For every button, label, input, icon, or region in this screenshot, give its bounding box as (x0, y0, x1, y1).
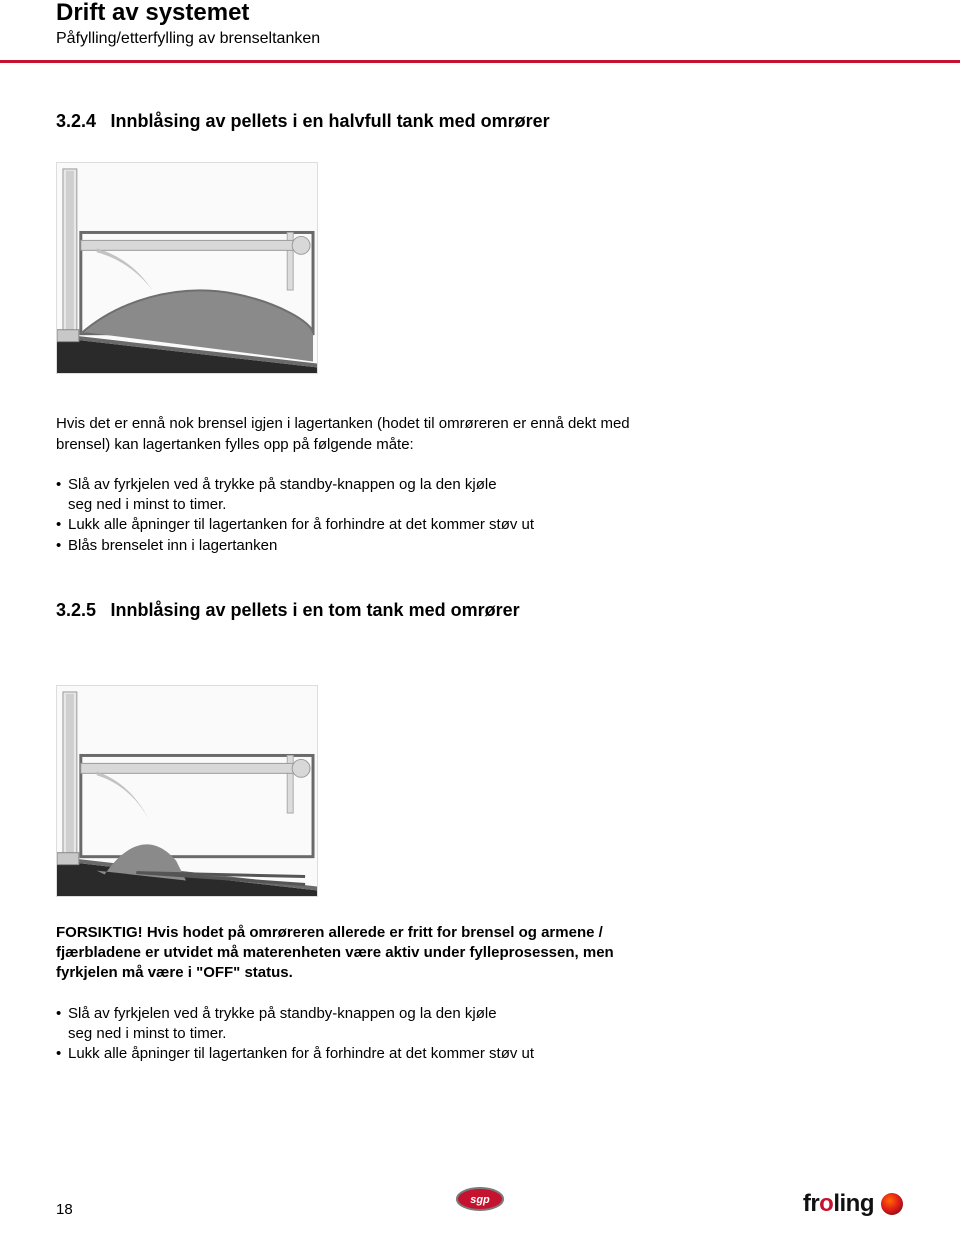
bullet-text: Blås brenselet inn i lagertanken (68, 536, 676, 556)
section-b-number: 3.2.5 (56, 600, 96, 621)
page-header: Drift av systemet Påfylling/etterfylling… (56, 0, 904, 48)
figure-a-svg (57, 163, 317, 373)
bullet-item: •Blås brenselet inn i lagertanken (56, 536, 676, 556)
page-footer: 18 sgp froling (0, 1190, 960, 1218)
section-b-bullets: •Slå av fyrkjelen ved å trykke på standb… (56, 1004, 676, 1065)
section-a-intro: Hvis det er ennå nok brensel igjen i lag… (56, 414, 676, 455)
bullet-cont: seg ned i minst to timer. (56, 1024, 676, 1044)
center-logo: sgp (456, 1185, 504, 1218)
bullet-item: •Slå av fyrkjelen ved å trykke på standb… (56, 475, 676, 495)
figure-b (56, 685, 318, 897)
bullet-item: •Slå av fyrkjelen ved å trykke på standb… (56, 1004, 676, 1024)
page: Drift av systemet Påfylling/etterfylling… (0, 0, 960, 1236)
bullet-text: Lukk alle åpninger til lagertanken for å… (68, 1044, 676, 1064)
section-b-title: Innblåsing av pellets i en tom tank med … (111, 600, 520, 620)
bullet-text: Lukk alle åpninger til lagertanken for å… (68, 515, 676, 535)
section-b-heading: 3.2.5 Innblåsing av pellets i en tom tan… (56, 600, 904, 621)
section-a-heading: 3.2.4 Innblåsing av pellets i en halvful… (56, 111, 904, 132)
flame-icon (880, 1192, 904, 1216)
section-a-number: 3.2.4 (56, 111, 96, 132)
bullet-item: •Lukk alle åpninger til lagertanken for … (56, 1044, 676, 1064)
bullet-cont: seg ned i minst to timer. (56, 495, 676, 515)
sgp-logo-icon: sgp (456, 1185, 504, 1213)
svg-text:sgp: sgp (470, 1194, 490, 1206)
section-b-warning: FORSIKTIG! Hvis hodet på omrøreren aller… (56, 923, 676, 984)
bullet-text: Slå av fyrkjelen ved å trykke på standby… (68, 1004, 676, 1024)
bullet-item: •Lukk alle åpninger til lagertanken for … (56, 515, 676, 535)
section-a-title: Innblåsing av pellets i en halvfull tank… (111, 111, 550, 131)
bullet-text: Slå av fyrkjelen ved å trykke på standby… (68, 475, 676, 495)
header-subtitle: Påfylling/etterfylling av brenseltanken (56, 30, 904, 48)
header-rule-wrap (0, 60, 960, 63)
section-a-bullets: •Slå av fyrkjelen ved å trykke på standb… (56, 475, 676, 556)
figure-b-svg (57, 686, 317, 896)
page-number: 18 (56, 1201, 73, 1218)
froling-logo: froling (803, 1190, 904, 1218)
froling-logo-text: froling (803, 1190, 874, 1218)
figure-a (56, 162, 318, 374)
header-rule (0, 60, 960, 63)
header-title: Drift av systemet (56, 0, 904, 26)
